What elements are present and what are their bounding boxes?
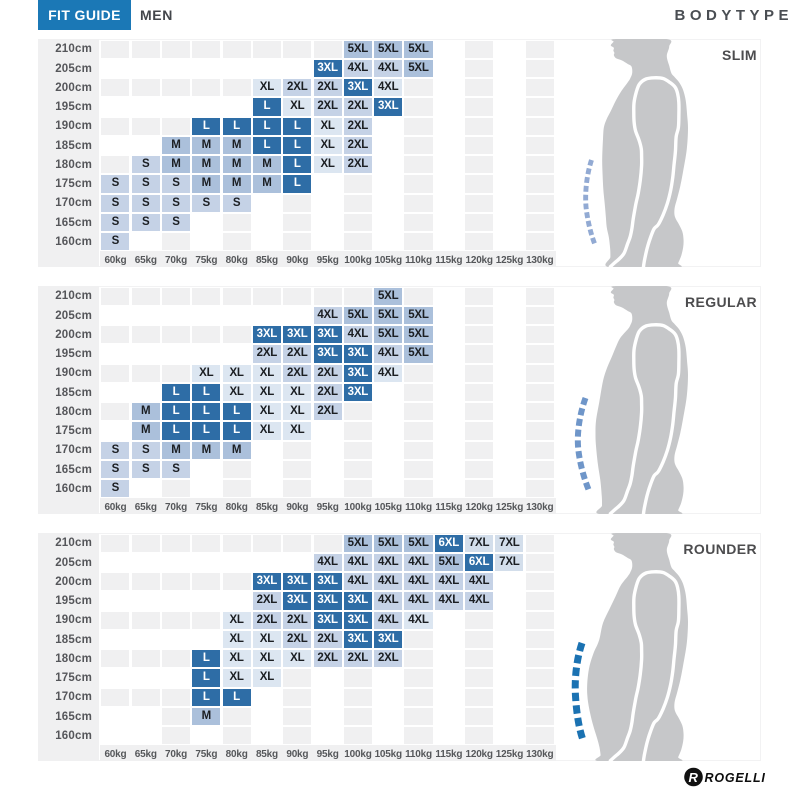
svg-text:ROGELLI: ROGELLI — [705, 771, 766, 785]
svg-text:R: R — [689, 770, 699, 785]
